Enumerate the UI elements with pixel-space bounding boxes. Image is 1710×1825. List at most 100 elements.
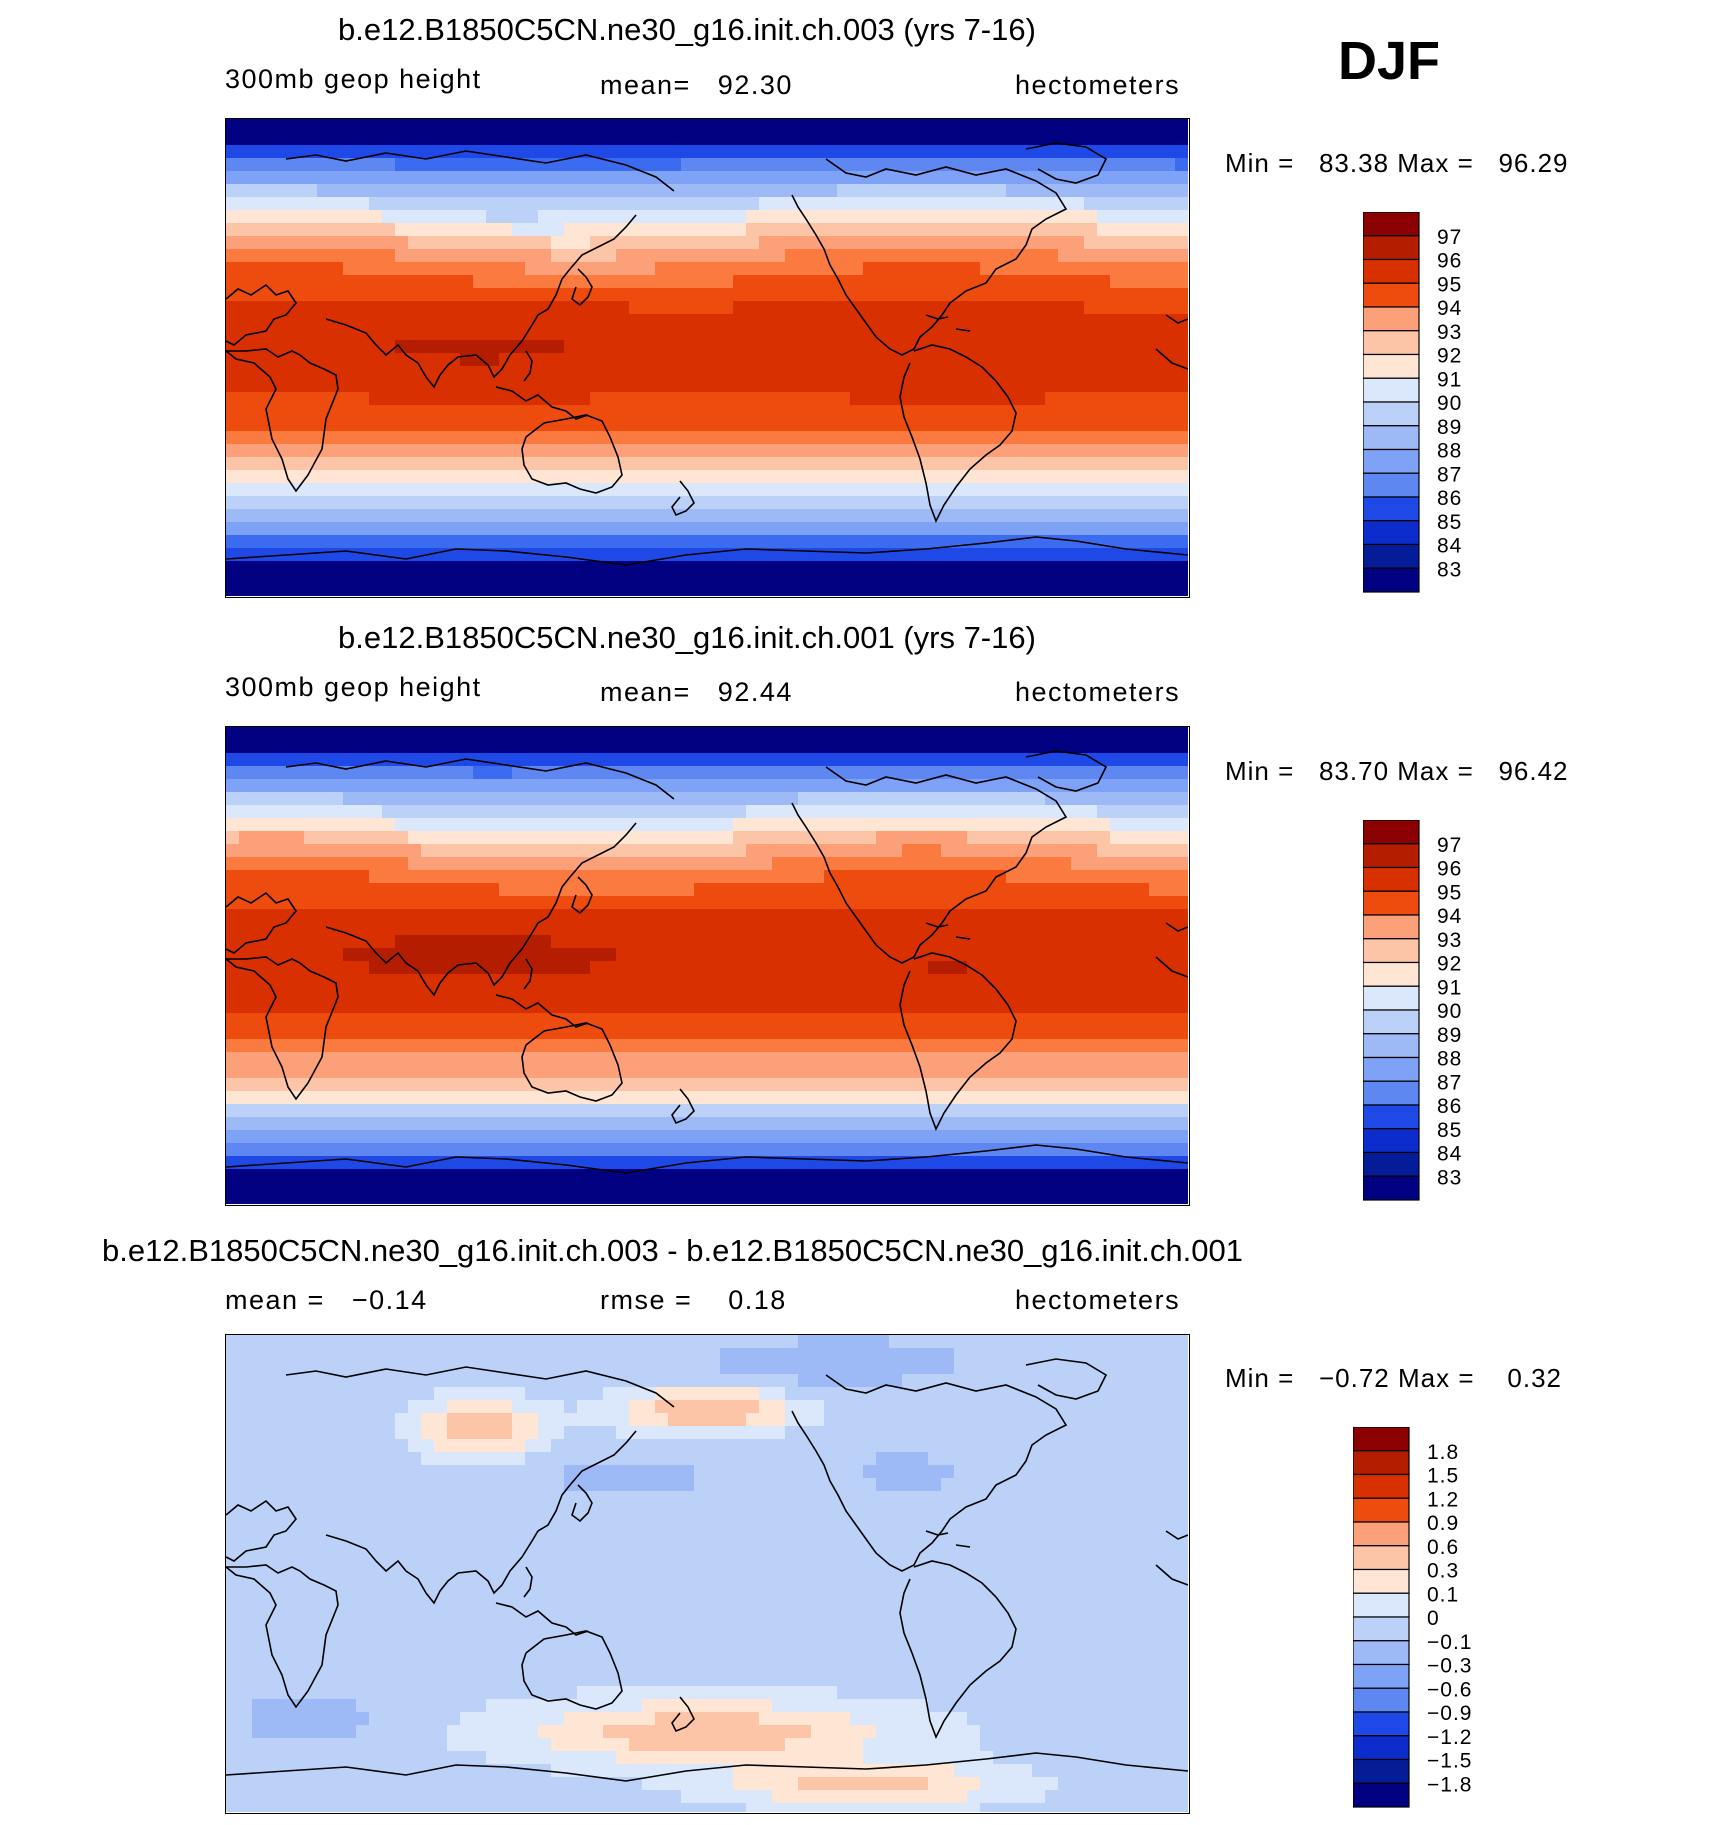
field-cell bbox=[785, 740, 799, 754]
field-cell bbox=[1084, 548, 1098, 562]
field-cell bbox=[486, 1013, 500, 1027]
field-cell bbox=[837, 483, 851, 497]
field-cell bbox=[772, 974, 786, 988]
field-cell bbox=[460, 935, 474, 949]
field-cell bbox=[343, 457, 357, 471]
field-cell bbox=[1136, 753, 1150, 767]
field-cell bbox=[460, 818, 474, 832]
field-cell bbox=[590, 1026, 604, 1040]
field-cell bbox=[525, 249, 539, 263]
field-cell bbox=[707, 275, 721, 289]
field-cell bbox=[590, 444, 604, 458]
field-cell bbox=[1032, 766, 1046, 780]
field-cell bbox=[551, 1039, 565, 1053]
field-cell bbox=[798, 1052, 812, 1066]
field-cell bbox=[1175, 831, 1188, 845]
field-cell bbox=[382, 158, 396, 172]
field-cell bbox=[837, 857, 851, 871]
field-cell bbox=[616, 1013, 630, 1027]
field-cell bbox=[902, 818, 916, 832]
field-cell bbox=[785, 870, 799, 884]
field-cell bbox=[850, 132, 864, 146]
field-cell bbox=[746, 935, 760, 949]
field-cell bbox=[525, 145, 539, 159]
field-cell bbox=[668, 223, 682, 237]
field-cell bbox=[941, 574, 955, 588]
field-cell bbox=[1032, 236, 1046, 250]
field-cell bbox=[408, 766, 422, 780]
field-cell bbox=[954, 223, 968, 237]
field-cell bbox=[408, 1091, 422, 1105]
field-cell bbox=[668, 587, 682, 596]
field-cell bbox=[928, 431, 942, 445]
field-cell bbox=[590, 457, 604, 471]
field-cell bbox=[473, 1065, 487, 1079]
field-cell bbox=[785, 753, 799, 767]
field-cell bbox=[746, 1078, 760, 1092]
field-cell bbox=[915, 922, 929, 936]
field-cell bbox=[265, 857, 279, 871]
field-cell bbox=[1006, 974, 1020, 988]
field-cell bbox=[733, 766, 747, 780]
field-cell bbox=[811, 392, 825, 406]
field-cell bbox=[928, 119, 942, 133]
field-cell bbox=[785, 275, 799, 289]
field-cell bbox=[603, 857, 617, 871]
field-cell bbox=[967, 366, 981, 380]
field-cell bbox=[577, 119, 591, 133]
field-cell bbox=[863, 483, 877, 497]
field-cell bbox=[941, 740, 955, 754]
field-cell bbox=[551, 753, 565, 767]
field-cell bbox=[993, 587, 1007, 596]
field-cell bbox=[304, 301, 318, 315]
field-cell bbox=[746, 561, 760, 575]
field-cell bbox=[681, 922, 695, 936]
field-cell bbox=[369, 922, 383, 936]
field-cell bbox=[694, 831, 708, 845]
field-cell bbox=[629, 1026, 643, 1040]
field-cell bbox=[265, 314, 279, 328]
field-cell bbox=[993, 779, 1007, 793]
field-cell bbox=[1045, 753, 1059, 767]
field-cell bbox=[1175, 870, 1188, 884]
field-cell bbox=[681, 753, 695, 767]
field-cell bbox=[928, 522, 942, 536]
field-cell bbox=[993, 418, 1007, 432]
field-cell bbox=[746, 1013, 760, 1027]
field-cell bbox=[330, 509, 344, 523]
field-cell bbox=[941, 1052, 955, 1066]
field-cell bbox=[395, 1091, 409, 1105]
field-cell bbox=[369, 509, 383, 523]
field-cell bbox=[330, 184, 344, 198]
field-cell bbox=[967, 844, 981, 858]
field-cell bbox=[694, 974, 708, 988]
field-cell bbox=[954, 974, 968, 988]
field-cell bbox=[772, 418, 786, 432]
field-cell bbox=[1175, 366, 1188, 380]
field-cell bbox=[525, 340, 539, 354]
field-cell bbox=[655, 184, 669, 198]
field-cell bbox=[538, 184, 552, 198]
field-cell bbox=[421, 262, 435, 276]
field-cell bbox=[1045, 935, 1059, 949]
field-cell bbox=[1162, 587, 1176, 596]
field-cell bbox=[382, 792, 396, 806]
field-cell bbox=[525, 457, 539, 471]
field-cell bbox=[408, 1078, 422, 1092]
field-cell bbox=[902, 1065, 916, 1079]
field-cell bbox=[928, 301, 942, 315]
field-cell bbox=[343, 223, 357, 237]
field-cell bbox=[304, 444, 318, 458]
field-cell bbox=[772, 961, 786, 975]
field-cell bbox=[655, 132, 669, 146]
field-cell bbox=[265, 548, 279, 562]
field-cell bbox=[967, 509, 981, 523]
field-cell bbox=[824, 792, 838, 806]
field-cell bbox=[785, 1052, 799, 1066]
field-cell bbox=[278, 987, 292, 1001]
field-cell bbox=[616, 987, 630, 1001]
field-cell bbox=[395, 431, 409, 445]
field-cell bbox=[512, 132, 526, 146]
field-cell bbox=[889, 857, 903, 871]
coastline bbox=[671, 480, 695, 517]
